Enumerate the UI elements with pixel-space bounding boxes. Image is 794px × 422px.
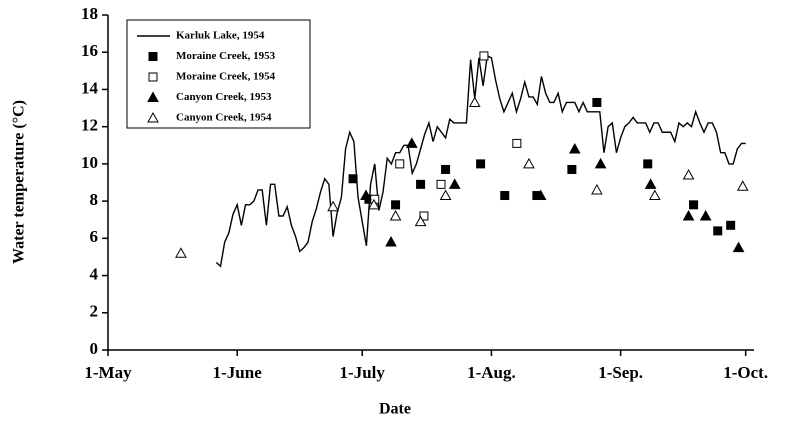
data-point: [327, 200, 339, 212]
legend-label: Canyon Creek, 1954: [176, 112, 272, 124]
y-tick-label: 10: [81, 153, 98, 172]
x-tick-label: 1-Oct.: [723, 363, 768, 382]
legend-label: Karluk Lake, 1954: [176, 30, 265, 42]
legend-label: Canyon Creek, 1953: [176, 91, 272, 103]
data-point: [436, 179, 446, 189]
data-point: [468, 96, 481, 107]
data-point: [479, 51, 489, 61]
y-tick-label: 12: [81, 116, 98, 135]
y-tick-label: 8: [90, 190, 99, 209]
x-axis-label: Date: [379, 401, 411, 418]
y-axis-label: Water temperature (°C): [11, 100, 28, 264]
data-point: [385, 236, 397, 247]
legend-swatch: [147, 111, 159, 123]
y-tick-label: 2: [90, 302, 99, 321]
data-point: [736, 180, 749, 191]
data-point: [648, 189, 661, 201]
data-point: [416, 179, 426, 189]
data-point: [689, 200, 699, 210]
data-point: [644, 178, 657, 189]
data-point: [699, 209, 712, 221]
y-tick-label: 0: [90, 339, 99, 358]
data-point: [395, 159, 405, 169]
data-point: [713, 226, 723, 236]
y-tick-label: 16: [81, 41, 98, 60]
data-point: [500, 191, 510, 201]
data-point: [391, 200, 401, 210]
data-point: [348, 174, 358, 184]
data-point: [594, 157, 607, 169]
legend-swatch: [148, 72, 158, 82]
x-tick-label: 1-July: [340, 363, 386, 382]
y-tick-label: 6: [90, 227, 99, 246]
data-point: [175, 247, 187, 258]
y-tick-label: 4: [90, 264, 99, 283]
data-point: [726, 220, 736, 230]
data-point: [682, 169, 695, 180]
data-point: [441, 164, 451, 174]
data-point: [419, 211, 429, 221]
data-point: [732, 241, 745, 253]
data-point: [389, 209, 402, 221]
line-series: [215, 54, 746, 268]
data-point: [523, 157, 535, 169]
data-point: [448, 178, 461, 189]
x-tick-label: 1-June: [213, 363, 263, 382]
y-tick-label: 18: [81, 4, 98, 23]
data-point: [405, 137, 418, 148]
data-point: [534, 189, 547, 201]
data-point: [476, 159, 486, 169]
legend-swatch: [147, 91, 159, 102]
data-point: [360, 189, 372, 201]
data-point: [512, 138, 522, 148]
data-point: [682, 209, 695, 221]
legend-swatch: [148, 52, 158, 61]
data-point: [414, 215, 427, 227]
data-point: [368, 198, 380, 210]
data-point: [439, 189, 452, 201]
legend-label: Moraine Creek, 1953: [176, 50, 276, 62]
x-tick-label: 1-Aug.: [467, 363, 516, 382]
data-point: [592, 97, 602, 107]
x-tick-label: 1-Sep.: [598, 363, 643, 382]
data-point: [591, 183, 603, 195]
y-tick-label: 14: [81, 78, 99, 97]
x-tick-label: 1-May: [84, 363, 132, 382]
data-point: [567, 164, 577, 174]
data-point: [643, 159, 653, 169]
legend-label: Moraine Creek, 1954: [176, 71, 276, 83]
data-point: [568, 142, 581, 154]
